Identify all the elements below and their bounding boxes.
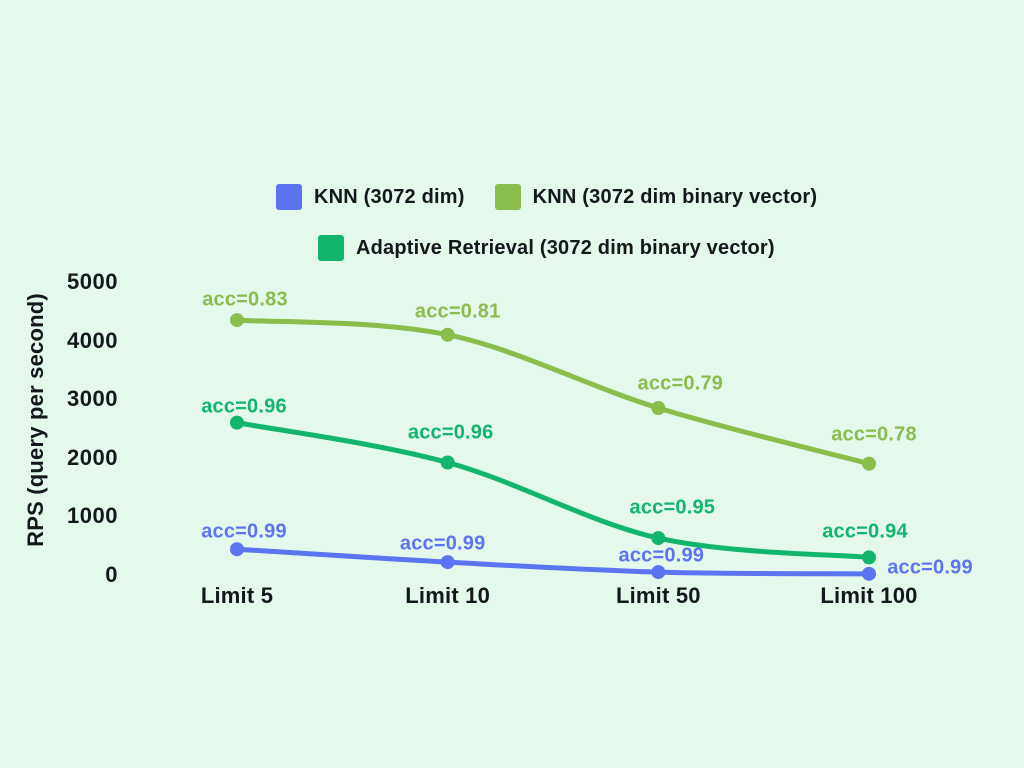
y-tick-label: 0 (105, 562, 118, 587)
series-line (234, 546, 872, 577)
legend-row-1: KNN (3072 dim) KNN (3072 dim binary vect… (276, 184, 817, 210)
legend-label-adaptive: Adaptive Retrieval (3072 dim binary vect… (356, 236, 775, 259)
y-tick-label: 3000 (67, 386, 118, 412)
data-point (862, 566, 876, 581)
legend-swatch-adaptive (318, 235, 344, 261)
legend-item-knn: KNN (3072 dim) (276, 184, 465, 210)
data-point (230, 313, 244, 328)
x-tick-label: Limit 5 (200, 583, 274, 608)
y-tick-label: 5000 (67, 269, 118, 294)
legend-row-2: Adaptive Retrieval (3072 dim binary vect… (318, 235, 775, 261)
data-point (440, 327, 455, 342)
data-point (440, 455, 455, 470)
data-point (230, 542, 244, 557)
data-point (440, 555, 455, 570)
x-tick-label: Limit 10 (405, 583, 491, 608)
legend-label-knn-binary: KNN (3072 dim binary vector) (532, 185, 818, 208)
data-point (230, 415, 244, 430)
series-line (234, 317, 872, 467)
x-tick-label: Limit 100 (820, 583, 918, 608)
legend-item-knn-binary: KNN (3072 dim binary vector) (494, 184, 818, 210)
data-point (862, 550, 876, 565)
x-tick-label: Limit 50 (615, 583, 701, 608)
legend-item-adaptive: Adaptive Retrieval (3072 dim binary vect… (318, 235, 775, 261)
legend-label-knn: KNN (3072 dim) (314, 185, 465, 208)
y-tick-label: 1000 (67, 503, 118, 529)
y-tick-label: 2000 (67, 444, 118, 470)
data-point (651, 400, 666, 415)
series-line (234, 420, 872, 560)
data-point (651, 531, 666, 546)
data-point (651, 565, 666, 580)
data-point (862, 456, 876, 471)
y-tick-label: 4000 (67, 327, 118, 353)
legend-swatch-knn-binary (494, 184, 521, 210)
legend-swatch-knn (276, 184, 302, 210)
